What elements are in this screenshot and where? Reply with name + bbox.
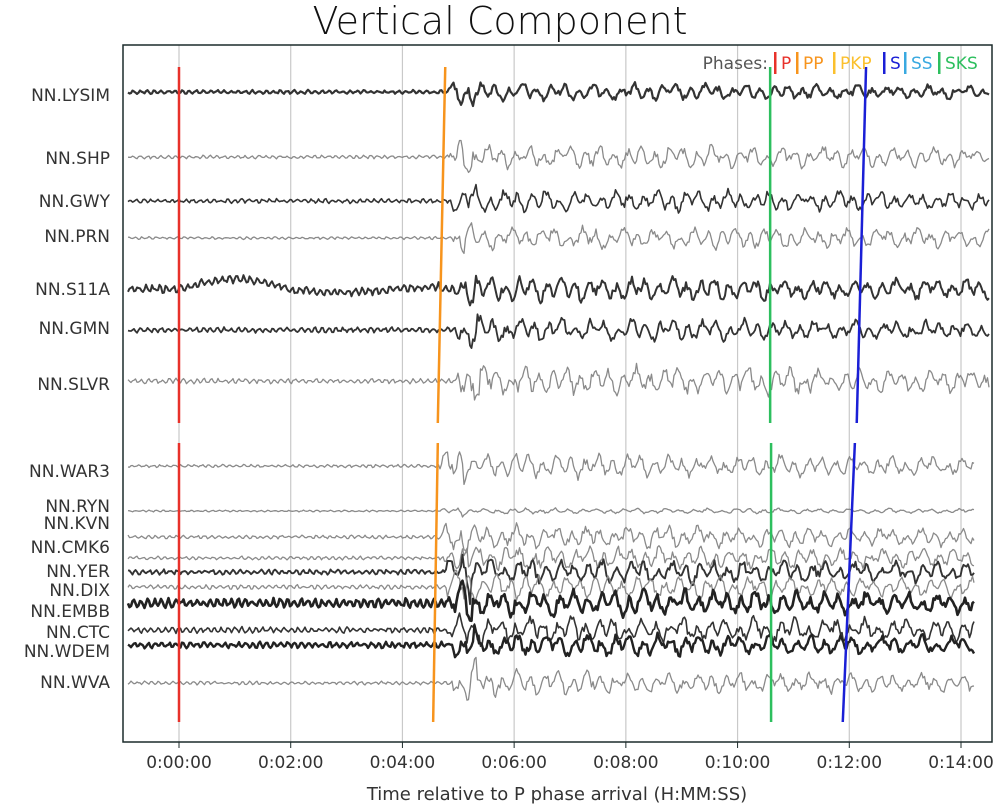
x-tick-label: 0:10:00 [705, 753, 771, 773]
x-tick-label: 0:02:00 [258, 753, 324, 773]
trace-nn-dix [127, 569, 975, 601]
trace-nn-slvr [127, 362, 990, 401]
trace-nn-ryn [127, 507, 975, 518]
legend-label-sks: SKS [945, 54, 978, 74]
trace-nn-kvn [127, 522, 975, 554]
legend-swatch-ss [904, 52, 907, 74]
pick-pp-group-1 [436, 66, 447, 424]
pick-s-group-1 [855, 66, 868, 424]
trace-nn-lysim [127, 81, 990, 108]
legend-swatch-pp [796, 52, 799, 74]
waveform-traces [126, 81, 990, 701]
trace-nn-embb [126, 579, 975, 623]
x-tick-label: 0:06:00 [481, 753, 547, 773]
station-label: NN.DIX [49, 581, 110, 601]
trace-nn-wdem [127, 623, 976, 659]
legend-entries: P PP PKP S SS SKS [774, 52, 978, 74]
trace-nn-shp [127, 139, 990, 174]
trace-nn-war3 [127, 451, 975, 486]
trace-nn-prn [127, 222, 990, 255]
trace-nn-wva [127, 656, 975, 701]
station-label: NN.LYSIM [31, 86, 110, 106]
plot-frame [122, 44, 993, 743]
station-label: NN.WDEM [24, 642, 110, 662]
trace-nn-s11a [127, 274, 990, 307]
station-label: NN.YER [46, 562, 110, 582]
station-label: NN.GWY [39, 192, 111, 212]
legend-label-s: S [890, 54, 901, 74]
x-tick-label: 0:00:00 [146, 753, 212, 773]
legend-label-ss: SS [911, 54, 933, 74]
legend-label-pp: PP [803, 54, 824, 74]
chart-title: Vertical Component [313, 0, 688, 43]
station-label: NN.SHP [45, 149, 110, 169]
x-tick-label: 0:14:00 [928, 753, 994, 773]
station-label: NN.S11A [35, 280, 110, 300]
legend-label-pkp: PKP [840, 54, 872, 74]
station-label: NN.WVA [40, 673, 110, 693]
phase-picks [177, 66, 868, 723]
station-label: NN.KVN [44, 514, 110, 534]
station-label: NN.CMK6 [31, 538, 110, 558]
legend-swatch-pkp [833, 52, 836, 74]
trace-nn-gwy [127, 183, 990, 214]
grid-lines [178, 45, 962, 742]
trace-nn-yer [127, 553, 975, 606]
x-axis-label: Time relative to P phase arrival (H:MM:S… [366, 784, 747, 805]
legend-swatch-p [774, 52, 777, 74]
station-label: NN.CTC [46, 623, 110, 643]
pick-pp-group-2 [431, 442, 440, 723]
legend-swatch-s [883, 52, 886, 74]
legend-swatch-sks [938, 52, 941, 74]
x-axis-ticks: 0:00:00 0:02:00 0:04:00 0:06:00 0:08:00 0:10:… [146, 742, 994, 773]
x-tick-label: 0:12:00 [817, 753, 883, 773]
phase-legend: Phases: P PP PKP S SS SKS [703, 52, 978, 74]
station-label: NN.GMN [39, 319, 110, 339]
station-label: NN.RYN [45, 497, 110, 517]
station-label: NN.EMBB [30, 602, 110, 622]
station-label: NN.SLVR [37, 375, 110, 395]
trace-nn-cmk6 [127, 545, 975, 572]
x-tick-label: 0:08:00 [593, 753, 659, 773]
station-label: NN.PRN [44, 227, 110, 247]
station-label: NN.WAR3 [29, 462, 110, 482]
legend-label-p: P [781, 54, 791, 74]
pick-s-group-2 [841, 442, 857, 723]
station-labels: NN.LYSIM NN.SHP NN.GWY NN.PRN NN.S11A NN.GMN N… [24, 86, 111, 693]
legend-title: Phases: [703, 54, 768, 74]
trace-nn-gmn [127, 313, 990, 349]
x-tick-label: 0:04:00 [370, 753, 436, 773]
